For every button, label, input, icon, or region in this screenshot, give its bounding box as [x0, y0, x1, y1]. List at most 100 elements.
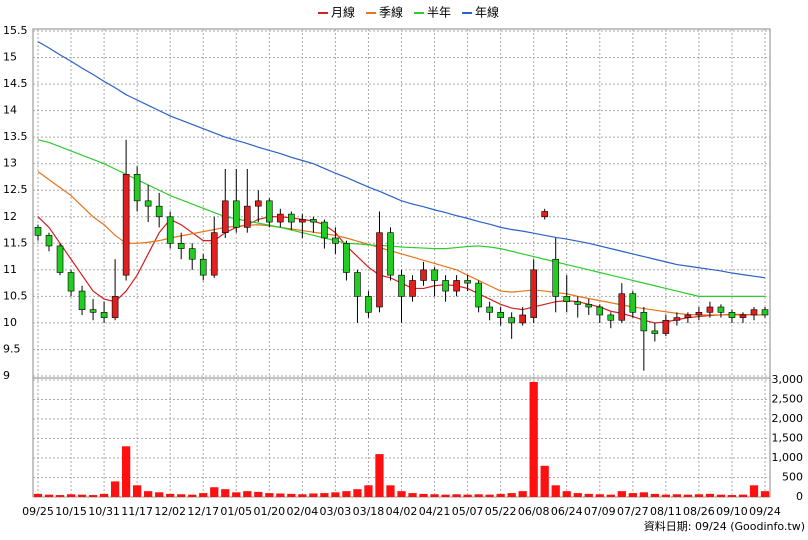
x-tick-label: 10/15: [55, 505, 87, 518]
candle-body: [89, 309, 97, 313]
volume-bar: [551, 485, 560, 497]
x-tick-label: 07/27: [617, 505, 649, 518]
volume-bar: [529, 381, 538, 497]
candle-body: [629, 293, 637, 313]
ma-line: [37, 139, 765, 297]
volume-bar: [276, 493, 285, 497]
y-tick-label: 15.5: [3, 24, 28, 37]
x-tick-label: 09/24: [749, 505, 781, 518]
volume-bar: [672, 494, 682, 497]
candle-body: [56, 245, 64, 273]
volume-bar: [353, 489, 362, 497]
candle-body: [684, 314, 692, 318]
volume-bar: [99, 493, 109, 497]
candle-body: [277, 213, 284, 223]
volume-bar: [254, 491, 263, 497]
y2-tick-label: 1,000: [772, 451, 804, 464]
x-tick-label: 07/09: [584, 505, 616, 518]
candle-body: [266, 200, 273, 223]
volume-bar: [298, 494, 307, 497]
candle-body: [728, 312, 736, 318]
legend-label: 月線: [331, 5, 355, 20]
y-tick-label: 9.5: [3, 342, 21, 355]
volume-bar: [562, 491, 571, 497]
y2-tick-label: 500: [782, 471, 803, 484]
candle-body: [574, 301, 582, 305]
candle-body: [398, 274, 405, 297]
volume-bar: [452, 494, 461, 497]
volume-bar: [507, 493, 516, 497]
ma-line: [37, 41, 766, 279]
volume-bar: [628, 493, 637, 497]
candle-body: [111, 296, 119, 318]
candle-body: [706, 306, 714, 313]
candle-body: [67, 272, 75, 292]
y-tick-label: 11: [3, 263, 17, 276]
x-tick-label: 11/17: [121, 505, 153, 518]
candle-body: [243, 205, 251, 228]
candle-body: [607, 314, 615, 321]
candle-body: [464, 280, 471, 284]
candle-body: [541, 211, 548, 218]
candle-body: [310, 219, 317, 223]
volume-bar: [110, 481, 120, 497]
candle-body: [596, 306, 604, 316]
legend-label: 年線: [475, 5, 499, 20]
candle-body: [155, 205, 163, 218]
y-tick-label: 11.5: [3, 236, 28, 249]
volume-bar: [496, 493, 505, 497]
y-tick-label: 14.5: [3, 77, 28, 90]
x-tick-label: 03/03: [320, 505, 352, 518]
candle-body: [365, 296, 372, 313]
x-tick-label: 08/26: [683, 505, 715, 518]
candle-body: [431, 269, 438, 281]
source-note: 資料日期: 09/24 (Goodinfo.tw): [644, 519, 805, 533]
x-tick-label: 06/24: [551, 505, 583, 518]
volume-bar: [617, 491, 626, 497]
candle-body: [166, 216, 174, 244]
candle-body: [662, 319, 670, 334]
y-tick-label: 12.5: [3, 183, 28, 196]
candle-body: [530, 269, 537, 318]
volume-bar: [77, 494, 87, 497]
candle-body: [299, 219, 306, 223]
x-tick-label: 06/08: [518, 505, 550, 518]
volume-bar: [595, 494, 604, 497]
volume-bar: [518, 491, 527, 497]
candle-body: [519, 314, 526, 324]
volume-bar: [441, 494, 450, 497]
candle-body: [199, 258, 207, 276]
volume-bar: [66, 494, 76, 497]
volume-bar: [430, 494, 439, 497]
y-tick-label: 13.5: [3, 130, 28, 143]
candle-body: [761, 309, 769, 316]
volume-bar: [309, 493, 318, 497]
volume-bar: [738, 494, 748, 497]
candle-body: [563, 296, 571, 302]
candle-body: [221, 200, 229, 233]
candle-body: [255, 200, 262, 207]
candle-body: [133, 174, 141, 202]
candle-body: [750, 309, 758, 316]
volume-bar: [540, 465, 549, 497]
candle-body: [45, 235, 53, 247]
candle-body: [321, 221, 328, 239]
x-tick-label: 01/05: [220, 505, 252, 518]
volume-bar: [639, 492, 648, 497]
volume-bar: [408, 493, 417, 497]
candle-body: [497, 312, 504, 318]
candle-body: [343, 243, 350, 273]
candle-body: [585, 304, 593, 308]
volume-bar: [55, 495, 65, 497]
volume-bar: [133, 485, 142, 497]
volume-bar: [584, 493, 593, 497]
candle-body: [651, 330, 659, 334]
candle-body: [387, 232, 394, 276]
volume-bar: [199, 493, 208, 497]
volume-bar: [331, 492, 340, 497]
volume-bar: [606, 494, 615, 497]
candle-body: [100, 312, 108, 318]
volume-bar: [188, 494, 197, 497]
volume-bar: [661, 494, 670, 497]
